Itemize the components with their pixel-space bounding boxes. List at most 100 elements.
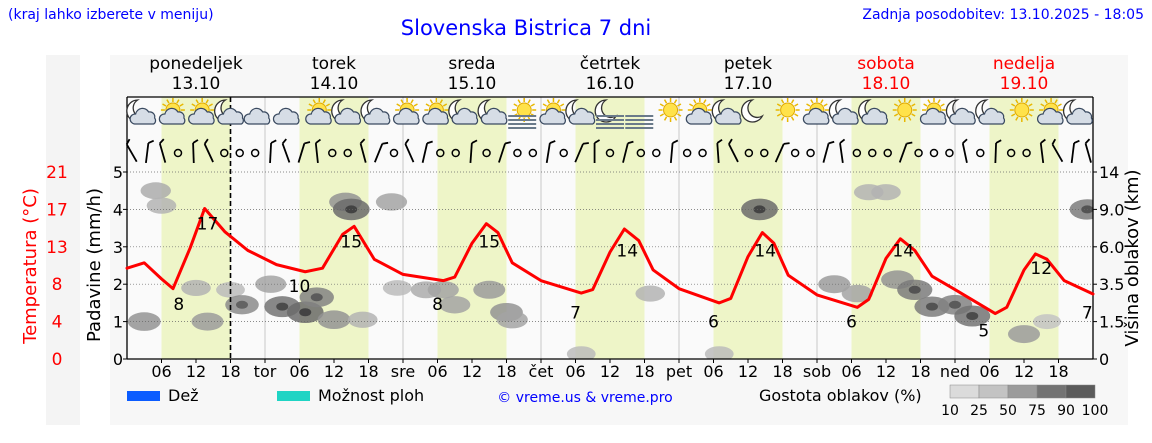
moon-cloud-icon <box>126 99 157 125</box>
wind-barb <box>421 140 433 163</box>
cloud-patch <box>255 275 287 293</box>
wind-calm <box>235 148 244 158</box>
x-tick-label: čet <box>529 362 554 381</box>
sun-ray <box>663 99 668 104</box>
sun-ray <box>439 99 444 104</box>
wind-calm <box>605 148 615 158</box>
wind-feather <box>404 138 410 145</box>
wind-shaft <box>314 142 319 164</box>
cloud-shape <box>1036 107 1064 125</box>
cloud-patch <box>317 310 351 330</box>
moon-shape <box>740 99 765 123</box>
day-date: 17.10 <box>724 74 773 94</box>
sun-ray <box>1011 103 1016 107</box>
wind-feather <box>426 140 433 145</box>
sun-ray <box>191 103 196 107</box>
cloud-patch <box>635 285 666 302</box>
cloud-shape <box>129 107 157 125</box>
wind-calm <box>328 148 337 158</box>
wind-barb <box>545 140 556 164</box>
wind-feather <box>582 142 589 145</box>
sun-ray <box>176 99 180 104</box>
wind-barb <box>314 138 322 164</box>
cloud-shape <box>685 107 713 125</box>
density-step-label: 10 <box>941 403 959 419</box>
sun-ray <box>527 99 531 104</box>
credit-label: © vreme.us & vreme.pro <box>497 390 672 406</box>
wind-calm <box>636 148 646 158</box>
wind-feather <box>995 139 1002 144</box>
precip-tick: 4 <box>113 200 123 219</box>
wind-barb <box>1039 138 1046 164</box>
wind-feather <box>1040 138 1046 144</box>
daytime-band <box>851 97 921 359</box>
cloud-patch <box>382 280 412 296</box>
wind-barb <box>1051 138 1064 163</box>
cloud-patch <box>146 197 177 214</box>
temp-value-label: 10 <box>289 277 311 297</box>
temperature-line <box>125 207 1095 316</box>
cloud-shape <box>243 107 271 125</box>
temp-value-label: 5 <box>978 321 989 341</box>
sun-ray <box>556 99 561 104</box>
cloud-shape <box>978 107 1006 125</box>
wind-feather <box>125 138 131 145</box>
cloud-shape <box>1066 107 1093 125</box>
moon-cloud-icon <box>360 99 391 125</box>
cloud-shape <box>158 107 186 125</box>
cloud-patch <box>347 311 378 328</box>
cloud-patch <box>191 312 224 331</box>
cloud-shape <box>802 107 830 125</box>
wind-calm <box>929 148 939 158</box>
wind-feather <box>315 138 322 144</box>
fog-sun-icon <box>508 98 537 129</box>
sun-ray <box>677 113 682 117</box>
x-tick-label: sob <box>803 362 831 381</box>
sun-ray <box>1025 99 1029 104</box>
x-tick-label: tor <box>254 362 277 381</box>
temp-tick: 8 <box>52 275 63 295</box>
sun-icon <box>892 98 917 122</box>
daytime-band <box>575 97 645 359</box>
wind-shaft <box>839 142 844 164</box>
x-tick-label: 06 <box>841 362 861 381</box>
temp-value-label: 14 <box>892 241 914 261</box>
cloud-patch <box>818 275 851 294</box>
wind-feather <box>906 141 913 145</box>
moon-cloud-icon <box>448 99 479 125</box>
precip-tick: 3 <box>113 238 123 257</box>
wind-barb <box>373 141 389 163</box>
cloud-patch <box>439 296 471 314</box>
wind-shaft <box>1070 142 1075 164</box>
moon-cloud-icon <box>214 99 244 125</box>
wind-barb <box>359 138 367 163</box>
wind-feather <box>672 139 679 144</box>
wind-barb <box>839 138 846 164</box>
wind-barb <box>1070 139 1080 164</box>
wind-shaft <box>1084 143 1092 163</box>
sun-ray <box>517 99 521 104</box>
cloud-core <box>966 311 979 320</box>
sun-ray <box>898 99 902 104</box>
cloud-shape <box>363 107 391 125</box>
cloud-height-tick: 0 <box>1099 350 1109 369</box>
wind-barb <box>158 138 167 163</box>
x-tick-label: 12 <box>462 362 482 381</box>
wind-feather <box>471 139 478 144</box>
sun-ray <box>195 99 199 104</box>
temp-value-label: 12 <box>1030 259 1052 279</box>
density-swatch <box>1007 384 1038 399</box>
cloud-core <box>276 302 289 311</box>
wind-barb <box>822 140 835 163</box>
wind-calm <box>1006 148 1016 158</box>
x-tick-label: 12 <box>1014 362 1034 381</box>
sun-ray <box>923 103 928 107</box>
wind-feather <box>359 138 366 144</box>
sun-ray <box>911 113 916 117</box>
wind-shaft <box>574 143 584 163</box>
cloud-icon <box>243 107 271 125</box>
cloud-height-tick: 9.0 <box>1099 200 1124 219</box>
sun-ray <box>179 103 184 107</box>
cloud-patch <box>496 311 528 329</box>
moon-cloud-icon <box>331 99 362 125</box>
